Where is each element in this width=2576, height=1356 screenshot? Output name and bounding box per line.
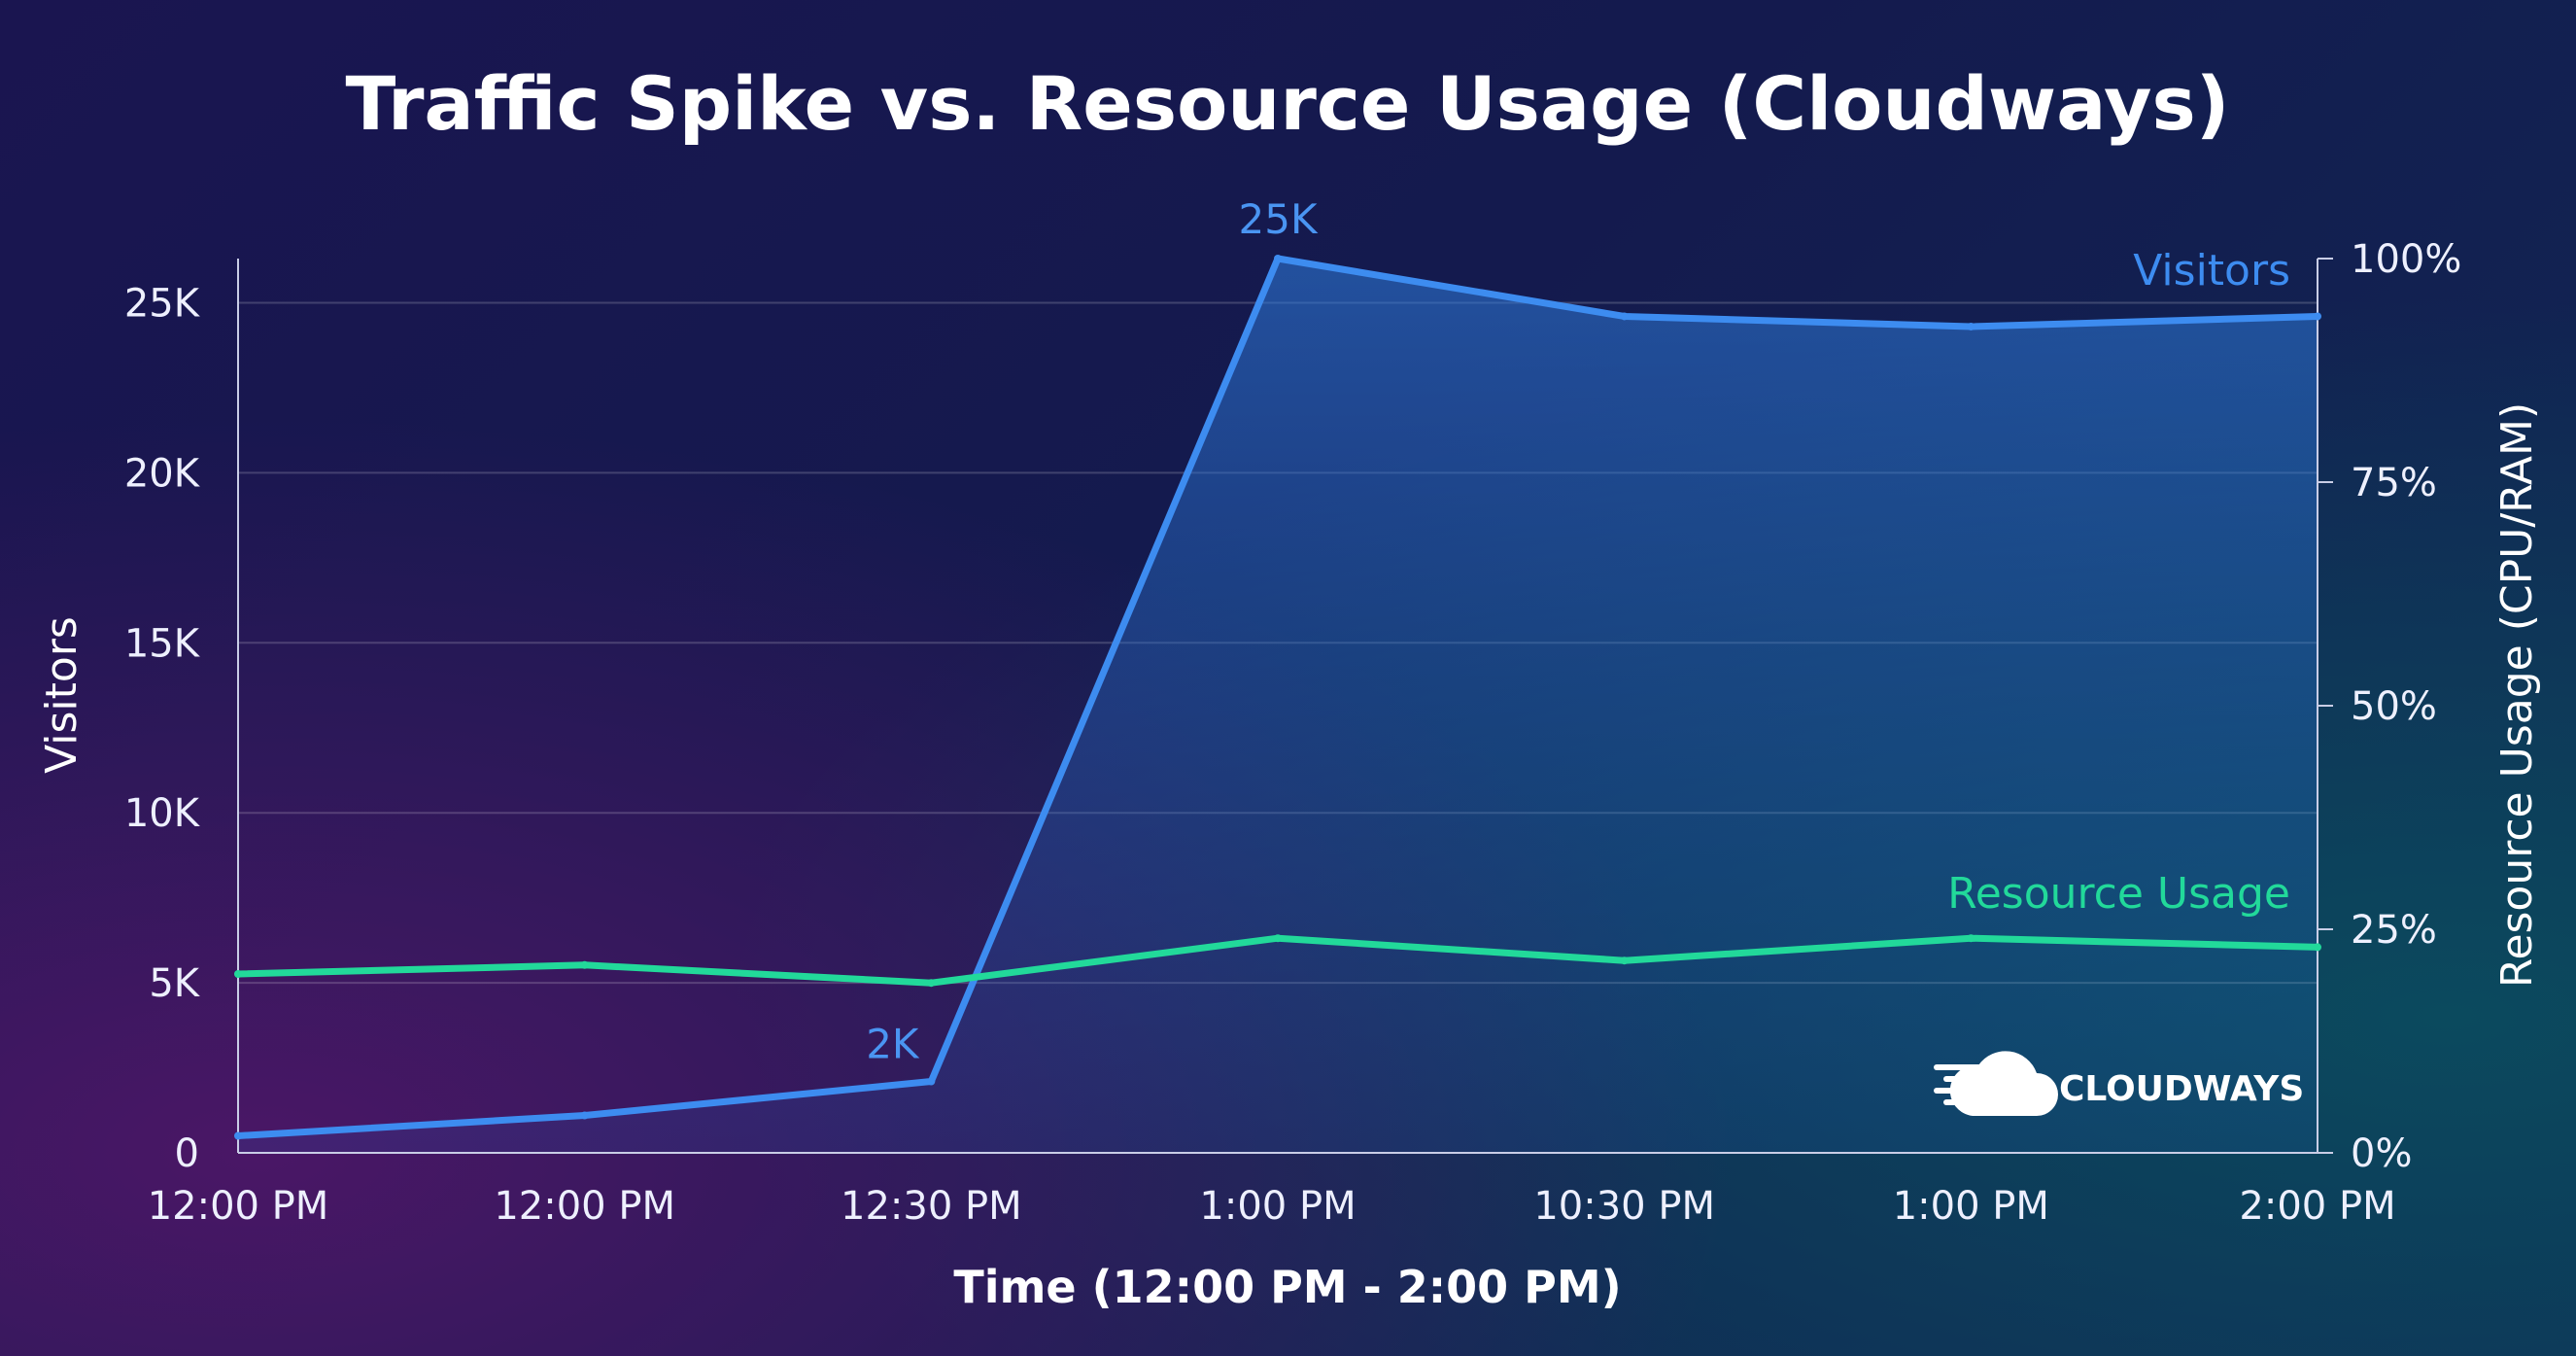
cloudways-logo: CLOUDWAYS <box>1934 1051 2304 1116</box>
x-tick-label: 1:00 PM <box>1893 1184 2049 1229</box>
y2-tick-label: 25% <box>2351 908 2437 953</box>
x-tick-label: 12:00 PM <box>494 1184 675 1229</box>
x-tick-label: 12:00 PM <box>148 1184 329 1229</box>
y-tick-label: 0 <box>175 1131 199 1176</box>
y-tick-label: 10K <box>124 791 201 836</box>
x-axis-title: Time (12:00 PM - 2:00 PM) <box>953 1261 1621 1313</box>
y-axis-title-right: Resource Usage (CPU/RAM) <box>2492 402 2542 988</box>
x-tick-label: 2:00 PM <box>2239 1184 2395 1229</box>
data-point-resource-usage <box>1967 934 1975 943</box>
annotation-label: 25K <box>1239 195 1319 243</box>
data-point-visitors <box>234 1131 242 1140</box>
data-points <box>234 255 2321 1140</box>
series-label-visitors: Visitors <box>2133 246 2290 296</box>
annotation-label: 2K <box>866 1021 920 1068</box>
logo-text: CLOUDWAYS <box>2059 1069 2304 1109</box>
visitors-area <box>238 259 2318 1153</box>
data-point-resource-usage <box>1274 934 1282 943</box>
data-point-visitors <box>580 1111 589 1120</box>
data-point-visitors <box>927 1077 936 1086</box>
cloud-icon <box>1934 1051 2058 1116</box>
data-point-resource-usage <box>2314 943 2321 952</box>
data-point-visitors <box>1620 312 1629 321</box>
x-tick-label: 10:30 PM <box>1533 1184 1715 1229</box>
y-ticks-left: 0 5K 10K 15K 20K 25K <box>124 281 201 1176</box>
y-tick-label: 25K <box>124 281 201 326</box>
data-point-resource-usage <box>927 979 936 988</box>
data-point-visitors <box>1274 255 1282 262</box>
series-label-resource-usage: Resource Usage <box>1947 869 2290 919</box>
x-ticks: 12:00 PM 12:00 PM 12:30 PM 1:00 PM 10:30 PM 1… <box>148 1184 2396 1229</box>
data-point-resource-usage <box>580 960 589 969</box>
y2-tick-label: 100% <box>2351 237 2461 282</box>
y-axis-title-left: Visitors <box>37 616 86 774</box>
annotations: 25K 2K <box>866 195 1319 1068</box>
y2-tick-label: 0% <box>2351 1131 2412 1176</box>
y-tick-label: 5K <box>149 961 200 1006</box>
y-tick-label: 20K <box>124 451 201 496</box>
x-tick-label: 1:00 PM <box>1199 1184 1356 1229</box>
data-point-visitors <box>1967 322 1975 330</box>
x-tick-label: 12:30 PM <box>841 1184 1022 1229</box>
data-point-resource-usage <box>1620 956 1629 965</box>
data-point-resource-usage <box>234 970 242 978</box>
y2-tick-label: 75% <box>2351 461 2437 505</box>
y-ticks-right: 0% 25% 50% 75% 100% <box>2318 237 2461 1176</box>
data-point-visitors <box>2314 312 2321 321</box>
y-tick-label: 15K <box>124 621 201 666</box>
chart-title: Traffic Spike vs. Resource Usage (Cloudw… <box>345 60 2229 147</box>
y2-tick-label: 50% <box>2351 684 2437 729</box>
